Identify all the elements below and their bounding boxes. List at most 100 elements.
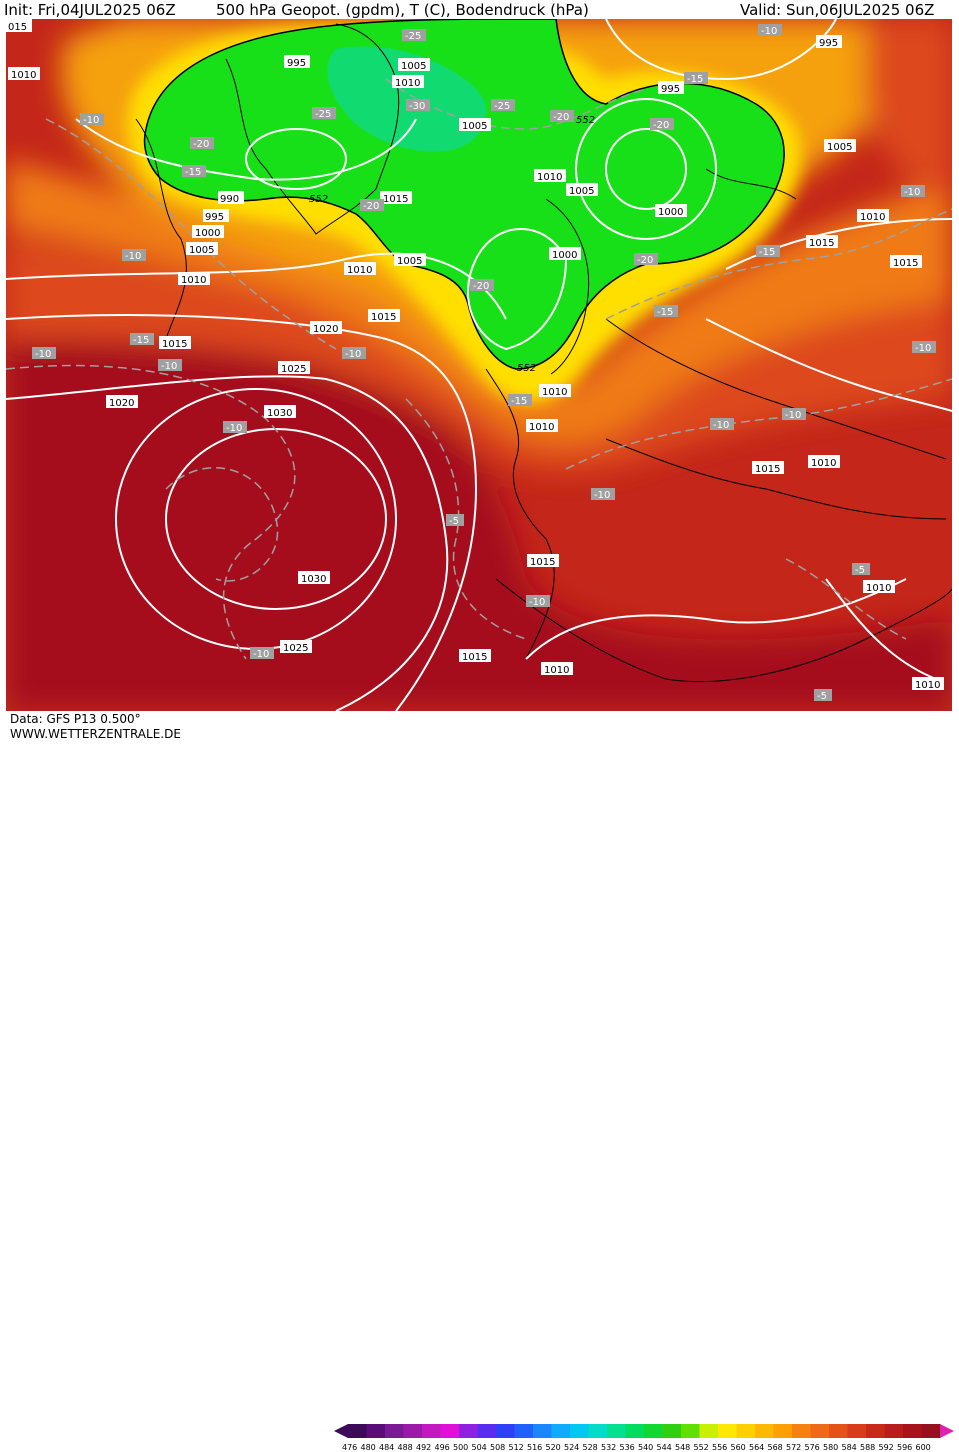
pressure-label: 1010 [539,384,571,398]
scale-label: 484 [379,1443,394,1452]
svg-text:-10: -10 [125,251,141,262]
svg-text:1025: 1025 [283,643,308,654]
svg-text:-10: -10 [161,361,177,372]
scale-label: 600 [916,1443,931,1452]
temp-label: -5 [852,563,870,576]
scale-swatch [607,1424,626,1438]
scale-swatch [921,1424,941,1438]
temp-label: -15 [130,333,154,346]
temp-label: -10 [223,421,247,434]
scale-label: 568 [768,1443,783,1452]
pressure-label: 1005 [566,183,598,197]
weather-map: 552 552 552 1010 1015 1015 1005 995 1005… [6,19,952,711]
svg-text:1010: 1010 [915,680,940,691]
svg-text:1010: 1010 [542,387,567,398]
pressure-label: 1005 [398,58,430,72]
corner-label: 015 [6,19,32,33]
pressure-label: 1005 [394,253,426,267]
pressure-label: 1020 [310,321,342,335]
scale-label: 592 [879,1443,894,1452]
scale-swatch [792,1424,811,1438]
scale-arrow-right [940,1424,954,1438]
pressure-label: 1020 [106,395,138,409]
scale-swatch [903,1424,922,1438]
scale-swatch [533,1424,552,1438]
pressure-label: 995 [203,209,229,223]
temp-label: -15 [654,305,678,318]
temp-label: -30 [406,99,430,112]
svg-text:1010: 1010 [181,275,206,286]
scale-label: 540 [638,1443,653,1452]
pressure-label: 1010 [392,75,424,89]
temp-label: -20 [470,279,494,292]
scale-label: 588 [860,1443,875,1452]
scale-label: 556 [712,1443,727,1452]
temp-label: -25 [402,29,426,42]
svg-text:-10: -10 [253,649,269,660]
scale-swatch [496,1424,515,1438]
svg-text:1020: 1020 [109,398,134,409]
scale-label: 480 [361,1443,376,1452]
scale-swatch [366,1424,386,1438]
svg-text:1010: 1010 [347,265,372,276]
temp-label: -10 [782,408,806,421]
scale-label: 508 [490,1443,505,1452]
scale-swatch [459,1424,478,1438]
valid-time: Valid: Sun,06JUL2025 06Z [740,1,935,19]
pressure-label: 995 [658,81,684,95]
pressure-label: 1010 [178,272,210,286]
scale-swatch [644,1424,663,1438]
scale-arrow-left [334,1424,348,1438]
svg-text:-15: -15 [133,335,149,346]
scale-swatch [736,1424,756,1438]
svg-text:1010: 1010 [537,172,562,183]
pressure-label: 1015 [752,461,784,475]
temp-label: -10 [250,647,274,660]
scale-swatch [422,1424,441,1438]
svg-text:-5: -5 [855,565,865,576]
geopot-label: 552 [576,115,595,126]
temp-label: -10 [32,347,56,360]
scale-swatch [829,1424,848,1438]
pressure-label: 1010 [808,455,840,469]
pressure-label: 1000 [655,204,687,218]
svg-text:-10: -10 [904,187,920,198]
svg-text:-20: -20 [363,201,379,212]
scale-label: 548 [675,1443,690,1452]
temp-label: -20 [550,110,574,123]
coastlines [135,23,952,683]
scale-label: 552 [694,1443,709,1452]
svg-text:1015: 1015 [893,258,918,269]
pressure-label: 995 [816,35,842,49]
scale-swatch [810,1424,830,1438]
svg-text:1025: 1025 [281,364,306,375]
temp-label: -10 [710,418,734,431]
scale-swatch [662,1424,682,1438]
pressure-label: 1030 [264,405,296,419]
temp-label: -15 [684,72,708,85]
pressure-label: 1030 [298,571,330,585]
svg-text:995: 995 [287,58,306,69]
pressure-label: 1000 [549,247,581,261]
scale-label: 504 [472,1443,487,1452]
svg-text:1010: 1010 [544,665,569,676]
svg-text:-10: -10 [594,490,610,501]
svg-text:-10: -10 [345,349,361,360]
svg-text:-10: -10 [529,597,545,608]
scale-swatch [866,1424,885,1438]
svg-text:1010: 1010 [529,422,554,433]
svg-text:-10: -10 [226,423,242,434]
svg-text:1010: 1010 [395,78,420,89]
svg-text:1015: 1015 [755,464,780,475]
scale-swatch [570,1424,589,1438]
pressure-label [534,385,566,398]
temp-label: -20 [360,199,384,212]
pressure-label: 1010 [344,262,376,276]
svg-text:-20: -20 [553,112,569,123]
temp-label: -5 [446,514,464,527]
pressure-label: 1010 [863,580,895,594]
svg-text:1005: 1005 [569,186,594,197]
svg-text:1015: 1015 [162,339,187,350]
pressure-label: 990 [218,191,244,205]
color-scale-legend: 476 480 484 488 492 496 500 504 508 512 516 520 524 5… [334,1424,954,1452]
